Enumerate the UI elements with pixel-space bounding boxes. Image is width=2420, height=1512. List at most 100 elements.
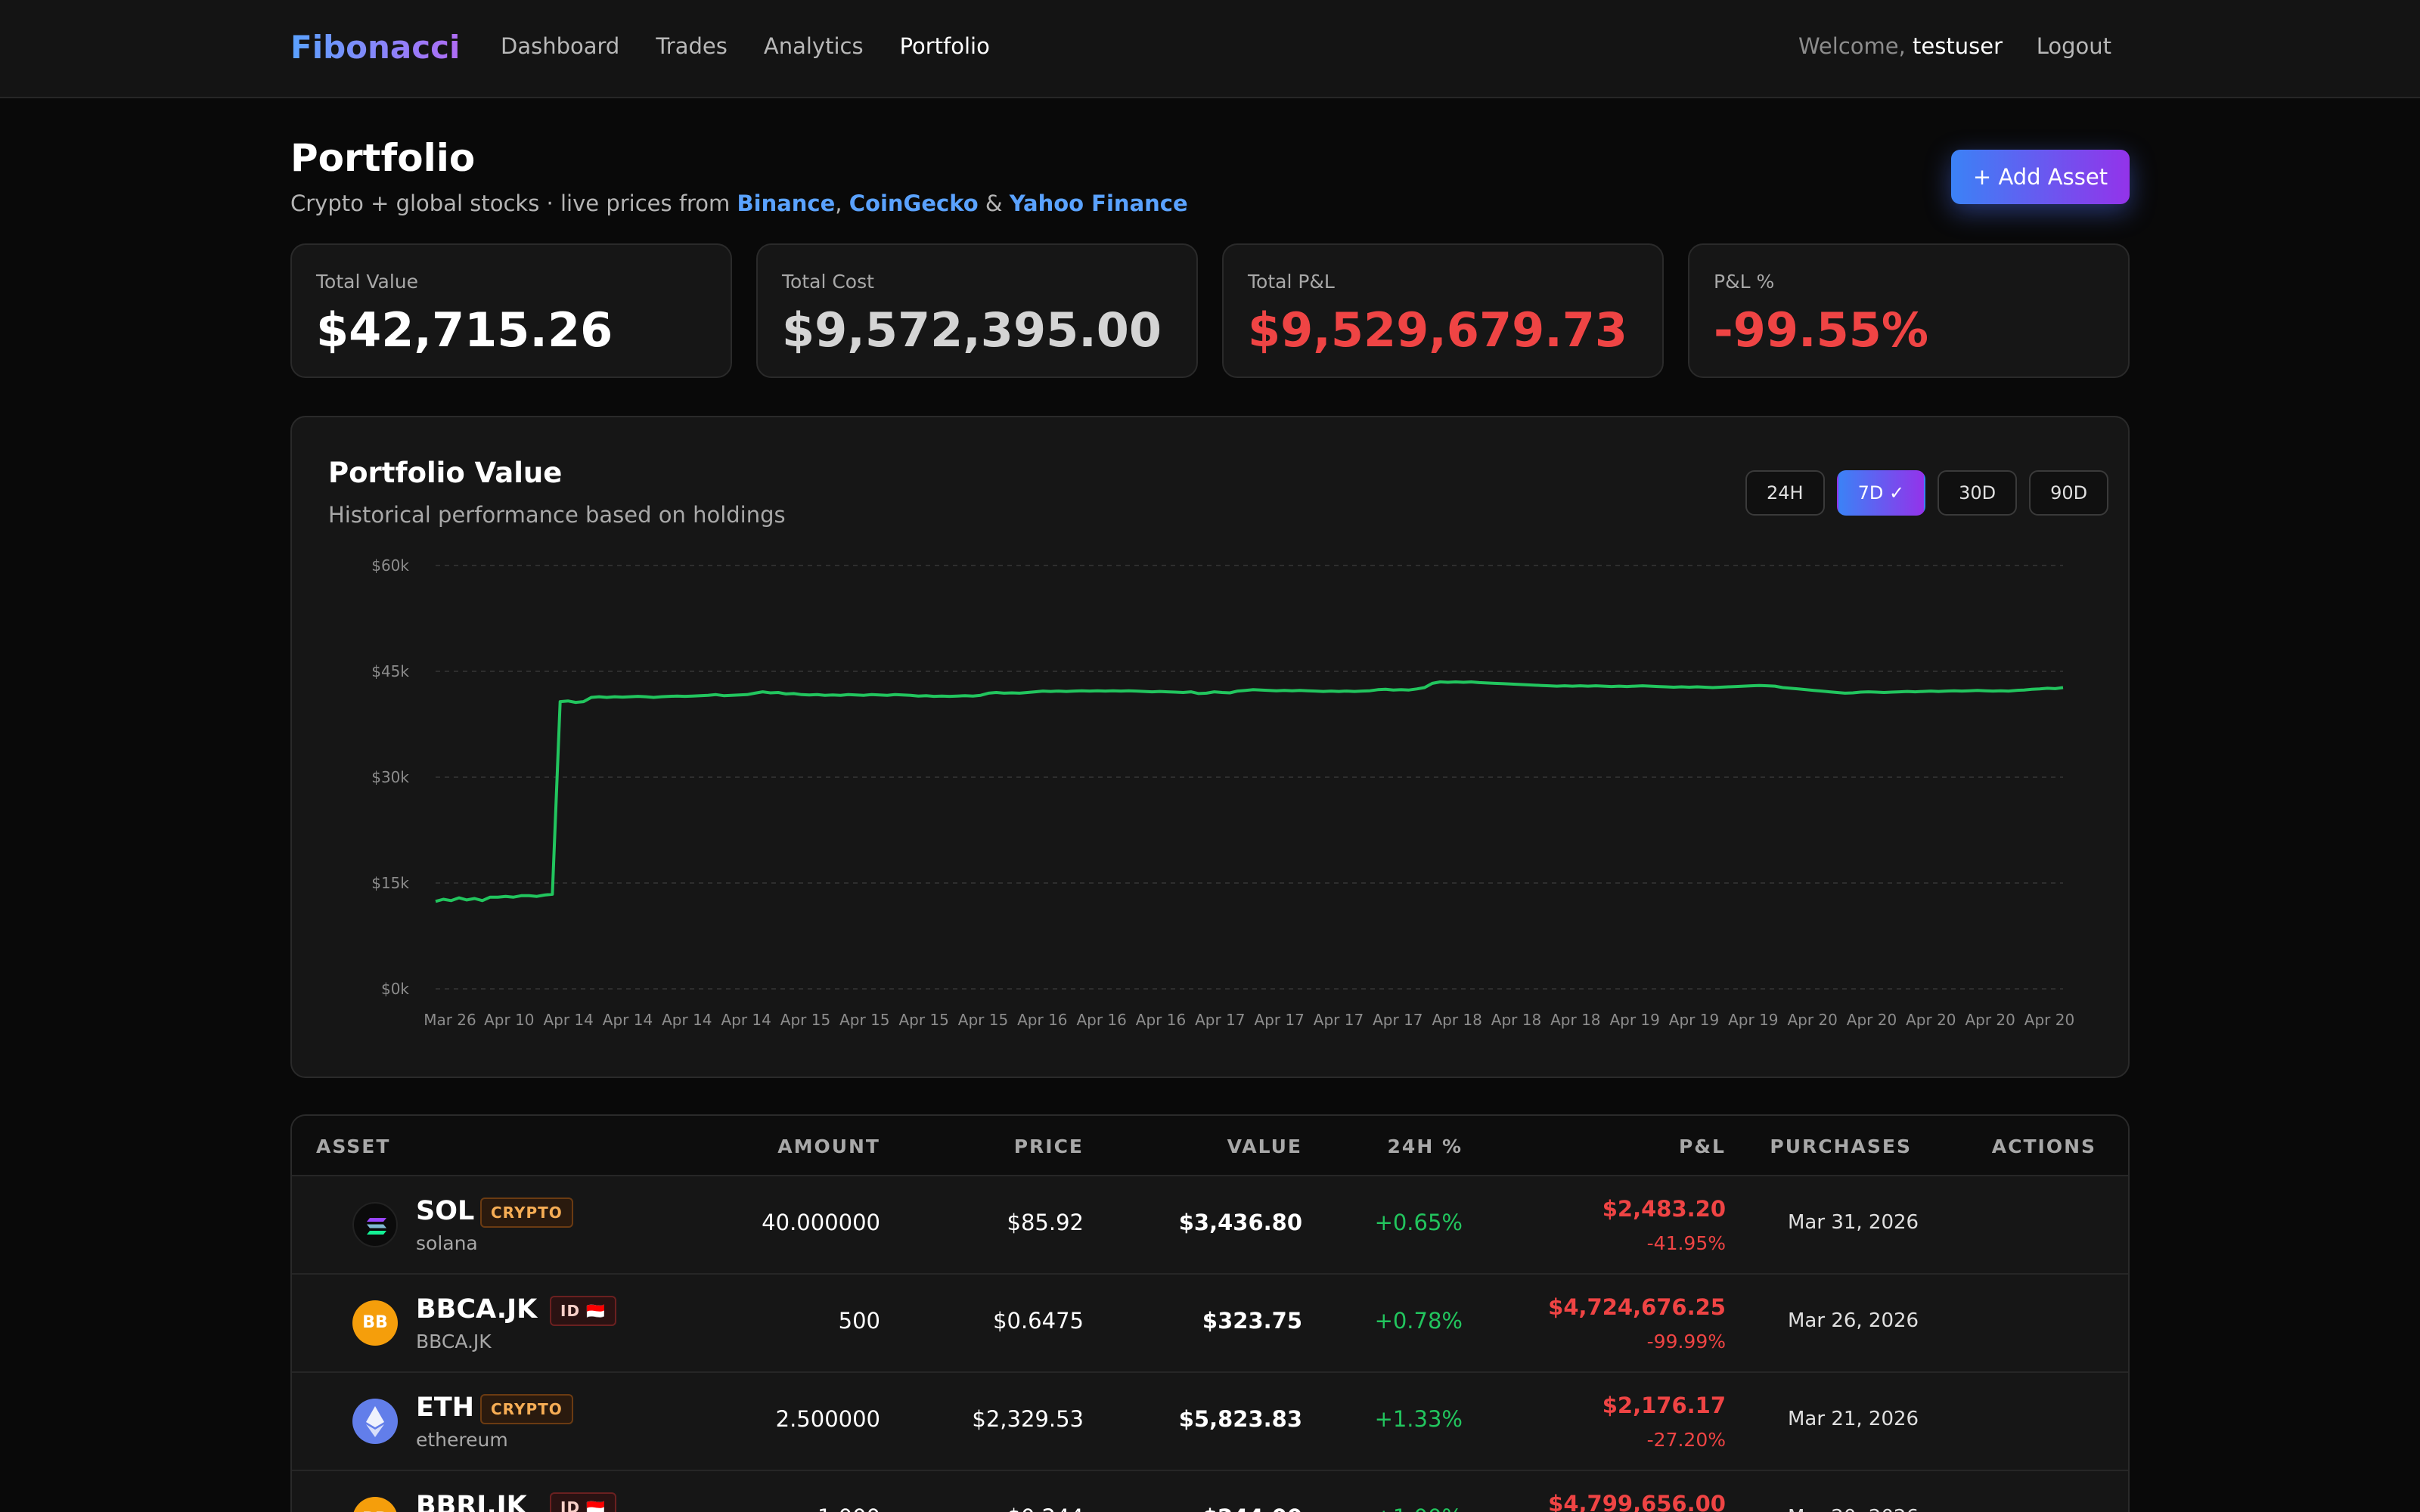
nav-trades[interactable]: Trades [656, 33, 728, 59]
stat-label: Total Value [316, 271, 418, 293]
icon-initials: BB [362, 1313, 388, 1332]
br-icon: BR [352, 1497, 398, 1512]
y-tick-label: $15k [371, 874, 409, 892]
th-change[interactable]: 24H % [1387, 1136, 1463, 1157]
asset-pl-percent: -27.20% [1646, 1429, 1726, 1451]
username: testuser [1913, 33, 2003, 59]
portfolio-chart-card: Portfolio Value Historical performance b… [290, 416, 2130, 1078]
y-tick-label: $60k [371, 556, 409, 575]
coingecko-link[interactable]: CoinGecko [849, 191, 979, 216]
stat-label: P&L % [1714, 271, 1775, 293]
page-title: Portfolio [290, 136, 476, 180]
table-row[interactable]: ETH CRYPTO ethereum 2.500000 $2,329.53 $5,823… [292, 1373, 2128, 1471]
x-tick-label: Apr 17 [1254, 1011, 1304, 1029]
welcome-text: Welcome, testuser [1798, 33, 2003, 59]
main-nav: Dashboard Trades Analytics Portfolio [501, 33, 990, 59]
x-tick-label: Mar 26 [424, 1011, 476, 1029]
yahoo-finance-link[interactable]: Yahoo Finance [1009, 191, 1188, 216]
asset-amount: 500 [838, 1308, 880, 1334]
welcome-prefix: Welcome, [1798, 33, 1913, 59]
stat-value: -99.55% [1714, 302, 1928, 358]
asset-change-24h: +0.65% [1374, 1210, 1463, 1235]
subtitle-prefix: Crypto + global stocks · live prices fro… [290, 191, 737, 216]
stat-label: Total Cost [782, 271, 874, 293]
asset-symbol[interactable]: BBCA.JK [416, 1294, 538, 1325]
asset-pl: $2,483.20 [1602, 1196, 1726, 1222]
purchase-date[interactable]: Mar 31, 2026 [1788, 1211, 1919, 1234]
stat-pl-percent: P&L % -99.55% [1688, 243, 2130, 378]
x-tick-label: Apr 19 [1728, 1011, 1778, 1029]
icon-initials: BR [352, 1497, 398, 1512]
nav-analytics[interactable]: Analytics [763, 33, 864, 59]
asset-change-24h: +1.33% [1374, 1406, 1463, 1432]
th-value[interactable]: VALUE [1227, 1136, 1302, 1157]
asset-symbol[interactable]: SOL [416, 1196, 475, 1226]
page-subtitle: Crypto + global stocks · live prices fro… [290, 191, 1188, 216]
asset-pl: $4,799,656.00 [1548, 1491, 1726, 1512]
th-price[interactable]: PRICE [1013, 1136, 1084, 1157]
asset-name: solana [416, 1232, 478, 1254]
purchase-date[interactable]: Mar 26, 2026 [1788, 1309, 1919, 1332]
x-tick-label: Apr 15 [839, 1011, 889, 1029]
x-tick-label: Apr 20 [1906, 1011, 1956, 1029]
stat-total-value: Total Value $42,715.26 [290, 243, 732, 378]
asset-amount: 1,000 [818, 1504, 880, 1512]
asset-price: $2,329.53 [972, 1406, 1084, 1432]
stat-value: $42,715.26 [316, 302, 613, 358]
table-row[interactable]: SOL CRYPTO solana 40.000000 $85.92 $3,436.80 +… [292, 1176, 2128, 1275]
th-purchases: PURCHASES [1770, 1136, 1912, 1157]
x-tick-label: Apr 17 [1373, 1011, 1423, 1029]
purchase-date[interactable]: Mar 20, 2026 [1788, 1506, 1919, 1512]
asset-value: $5,823.83 [1178, 1406, 1302, 1432]
asset-amount: 40.000000 [762, 1210, 880, 1235]
y-tick-label: $30k [371, 768, 409, 786]
portfolio-line-chart[interactable]: $0k $15k $30k $45k $60k Mar 26 Apr 10 Apr 14 Apr… [292, 417, 2131, 1080]
chart-subtitle: Historical performance based on holdings [328, 502, 786, 528]
asset-symbol[interactable]: BBRI.JK [416, 1491, 527, 1512]
holdings-table: ASSET AMOUNT PRICE VALUE 24H % P&L PURCH… [290, 1114, 2130, 1512]
asset-value: $244.00 [1202, 1504, 1302, 1512]
brand-logo[interactable]: Fibonacci [290, 29, 461, 66]
asset-amount: 2.500000 [775, 1406, 880, 1432]
x-tick-label: Apr 15 [780, 1011, 830, 1029]
x-tick-label: Apr 20 [1965, 1011, 2015, 1029]
stat-total-pl: Total P&L $9,529,679.73 [1222, 243, 1664, 378]
table-row[interactable]: BB BBCA.JK ID 🇮🇩 BBCA.JK 500 $0.6475 $323.75 +0… [292, 1275, 2128, 1373]
portfolio-value-line[interactable] [435, 680, 2064, 903]
bb-icon: BB [352, 1300, 398, 1346]
asset-pl: $2,176.17 [1602, 1393, 1726, 1418]
logout-link[interactable]: Logout [2036, 33, 2111, 59]
range-24h-button[interactable]: 24H [1745, 470, 1825, 516]
nav-dashboard[interactable]: Dashboard [501, 33, 620, 59]
x-tick-label: Apr 19 [1669, 1011, 1719, 1029]
asset-name: ethereum [416, 1429, 508, 1451]
x-tick-label: Apr 16 [1076, 1011, 1126, 1029]
x-tick-label: Apr 17 [1314, 1011, 1364, 1029]
asset-change-24h: +1.00% [1375, 1504, 1463, 1512]
x-tick-label: Apr 15 [958, 1011, 1008, 1029]
th-amount[interactable]: AMOUNT [777, 1136, 880, 1157]
binance-link[interactable]: Binance [737, 191, 836, 216]
range-30d-button[interactable]: 30D [1938, 470, 2018, 516]
stat-value: $9,572,395.00 [782, 302, 1162, 358]
asset-change-24h: +0.78% [1374, 1308, 1463, 1334]
range-90d-button[interactable]: 90D [2029, 470, 2109, 516]
chart-title: Portfolio Value [328, 457, 563, 489]
y-tick-label: $0k [381, 980, 409, 998]
purchase-date[interactable]: Mar 21, 2026 [1788, 1408, 1919, 1430]
asset-type-badge: CRYPTO [480, 1394, 573, 1424]
y-tick-label: $45k [371, 662, 409, 680]
range-7d-button[interactable]: 7D ✓ [1836, 470, 1926, 516]
th-actions: ACTIONS [1991, 1136, 2096, 1157]
asset-value: $323.75 [1202, 1308, 1302, 1334]
asset-symbol[interactable]: ETH [416, 1393, 475, 1423]
subtitle-sep-1: , [835, 191, 849, 216]
x-tick-label: Apr 18 [1491, 1011, 1541, 1029]
add-asset-button[interactable]: + Add Asset [1951, 150, 2130, 204]
table-header: ASSET AMOUNT PRICE VALUE 24H % P&L PURCH… [292, 1116, 2128, 1176]
nav-portfolio[interactable]: Portfolio [899, 33, 990, 59]
th-asset[interactable]: ASSET [316, 1136, 391, 1157]
th-pl[interactable]: P&L [1678, 1136, 1726, 1157]
x-tick-label: Apr 16 [1017, 1011, 1067, 1029]
